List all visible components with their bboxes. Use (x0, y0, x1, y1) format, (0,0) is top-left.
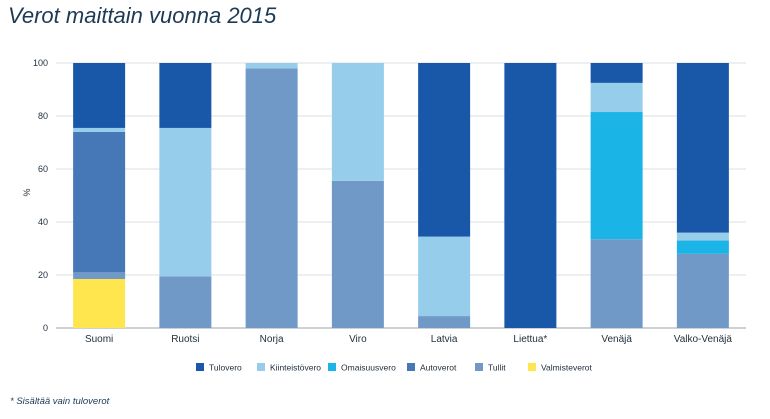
legend-swatch (257, 363, 265, 371)
bar-segment (504, 63, 557, 328)
legend-label: Valmisteverot (541, 363, 592, 373)
x-tick-label: Norja (260, 334, 284, 345)
x-tick-label: Liettua* (513, 334, 547, 345)
bar-segment (159, 127, 212, 277)
bar-segment (590, 82, 643, 113)
bar-stacks (73, 63, 729, 329)
y-tick-label: 40 (38, 217, 48, 227)
y-tick-label: 100 (33, 58, 48, 68)
bar-segment (676, 253, 729, 328)
bar-segment (331, 63, 384, 181)
bar-segment (676, 232, 729, 241)
legend-item: Valmisteverot (528, 363, 592, 373)
legend: Tulovero Kiinteistövero Omaisuusvero Autove… (196, 363, 592, 373)
bar-stack (418, 63, 471, 328)
y-axis-label: % (22, 188, 32, 196)
x-tick-label: Ruotsi (171, 334, 199, 345)
y-tick-label: 0 (43, 323, 48, 333)
bar-stack (245, 63, 298, 329)
legend-item: Kiinteistövero (257, 363, 321, 373)
chart-title: Verot maittain vuonna 2015 (8, 3, 277, 28)
bar-stack (73, 63, 126, 328)
legend-label: Tulovero (209, 363, 242, 373)
x-tick-label: Latvia (431, 334, 458, 345)
bar-segment (676, 240, 729, 254)
bar-segment (73, 278, 126, 328)
legend-swatch (475, 363, 483, 371)
bar-segment (73, 272, 126, 279)
bar-stack (504, 63, 557, 328)
bar-segment (245, 68, 298, 329)
legend-item: Autoverot (407, 363, 457, 373)
bar-stack (159, 63, 212, 328)
bar-segment (590, 63, 643, 83)
y-tick-label: 60 (38, 164, 48, 174)
bar-segment (73, 127, 126, 132)
bar-stack (590, 63, 643, 328)
bar-segment (418, 63, 471, 237)
y-axis: 0 20 40 60 80 100% (22, 58, 48, 333)
x-axis: Suomi Ruotsi Norja Viro Latvia Liettua* Venäjä… (85, 334, 732, 345)
legend-swatch (528, 363, 536, 371)
x-tick-label: Suomi (85, 334, 113, 345)
legend-label: Autoverot (420, 363, 457, 373)
bar-segment (418, 236, 471, 317)
legend-item: Omaisuusvero (328, 363, 396, 373)
bar-segment (590, 112, 643, 240)
legend-label: Omaisuusvero (341, 363, 396, 373)
y-tick-label: 80 (38, 111, 48, 121)
bar-segment (159, 63, 212, 128)
footnote: * Sisältää vain tuloverot (10, 396, 110, 407)
legend-label: Tullit (488, 363, 506, 373)
legend-item: Tullit (475, 363, 506, 373)
bar-segment (73, 131, 126, 273)
x-tick-label: Valko-Venäjä (674, 334, 733, 345)
bar-segment (159, 276, 212, 328)
legend-swatch (196, 363, 204, 371)
bar-segment (418, 316, 471, 328)
bar-segment (245, 63, 298, 69)
x-tick-label: Viro (349, 334, 367, 345)
legend-label: Kiinteistövero (270, 363, 321, 373)
legend-item: Tulovero (196, 363, 242, 373)
bar-segment (73, 63, 126, 128)
bar-stack (331, 63, 384, 328)
bar-segment (590, 239, 643, 328)
x-tick-label: Venäjä (601, 334, 632, 345)
bar-segment (331, 180, 384, 328)
legend-swatch (328, 363, 336, 371)
bar-segment (676, 63, 729, 233)
y-tick-label: 20 (38, 270, 48, 280)
legend-swatch (407, 363, 415, 371)
bar-stack (676, 63, 729, 328)
